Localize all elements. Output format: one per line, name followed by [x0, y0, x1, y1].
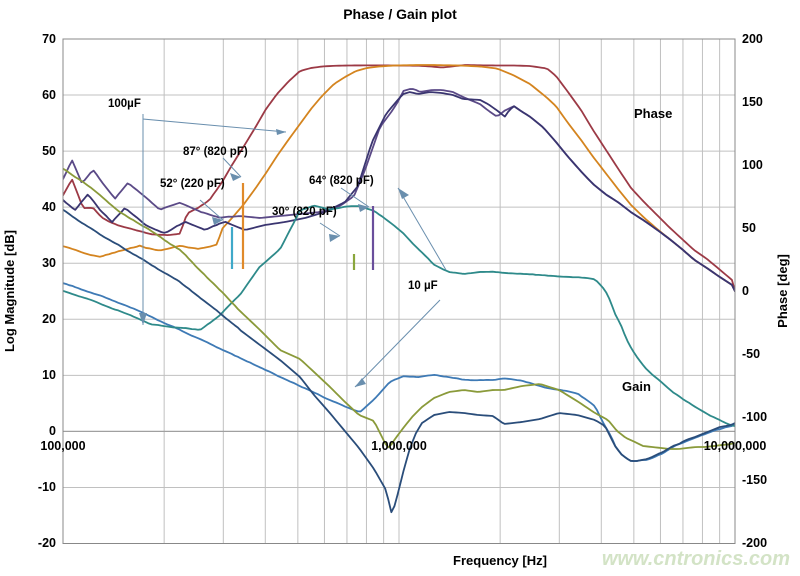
svg-text:150: 150 — [742, 95, 763, 109]
svg-text:20: 20 — [42, 312, 56, 326]
svg-text:10 µF: 10 µF — [408, 280, 438, 292]
svg-text:Phase [deg]: Phase [deg] — [775, 254, 790, 328]
svg-text:100,000: 100,000 — [40, 439, 85, 453]
svg-text:40: 40 — [42, 200, 56, 214]
svg-text:70: 70 — [42, 32, 56, 46]
svg-text:30: 30 — [42, 256, 56, 270]
svg-text:87° (820 pF): 87° (820 pF) — [183, 146, 248, 158]
svg-text:1,000,000: 1,000,000 — [371, 439, 427, 453]
svg-text:64° (820 pF): 64° (820 pF) — [309, 175, 374, 187]
svg-text:52° (220 pF): 52° (220 pF) — [160, 178, 225, 190]
svg-text:Log Magnitude [dB]: Log Magnitude [dB] — [2, 230, 17, 352]
svg-text:0: 0 — [49, 424, 56, 438]
svg-text:30° (820 pF): 30° (820 pF) — [272, 206, 337, 218]
svg-text:-20: -20 — [38, 536, 56, 550]
svg-text:Phase: Phase — [634, 106, 672, 121]
svg-text:50: 50 — [742, 221, 756, 235]
svg-text:Gain: Gain — [622, 379, 651, 394]
svg-text:www.cntronics.com: www.cntronics.com — [602, 548, 790, 570]
svg-text:Phase / Gain plot: Phase / Gain plot — [343, 6, 457, 22]
svg-text:-50: -50 — [742, 347, 760, 361]
svg-text:100: 100 — [742, 158, 763, 172]
svg-text:200: 200 — [742, 32, 763, 46]
svg-text:50: 50 — [42, 144, 56, 158]
svg-text:-150: -150 — [742, 473, 767, 487]
svg-text:-10: -10 — [38, 480, 56, 494]
svg-text:10,000,000: 10,000,000 — [704, 439, 767, 453]
svg-text:10: 10 — [42, 368, 56, 382]
svg-text:0: 0 — [742, 284, 749, 298]
svg-text:100µF: 100µF — [108, 98, 141, 110]
svg-text:Frequency [Hz]: Frequency [Hz] — [453, 553, 547, 568]
svg-text:60: 60 — [42, 88, 56, 102]
svg-text:-100: -100 — [742, 410, 767, 424]
